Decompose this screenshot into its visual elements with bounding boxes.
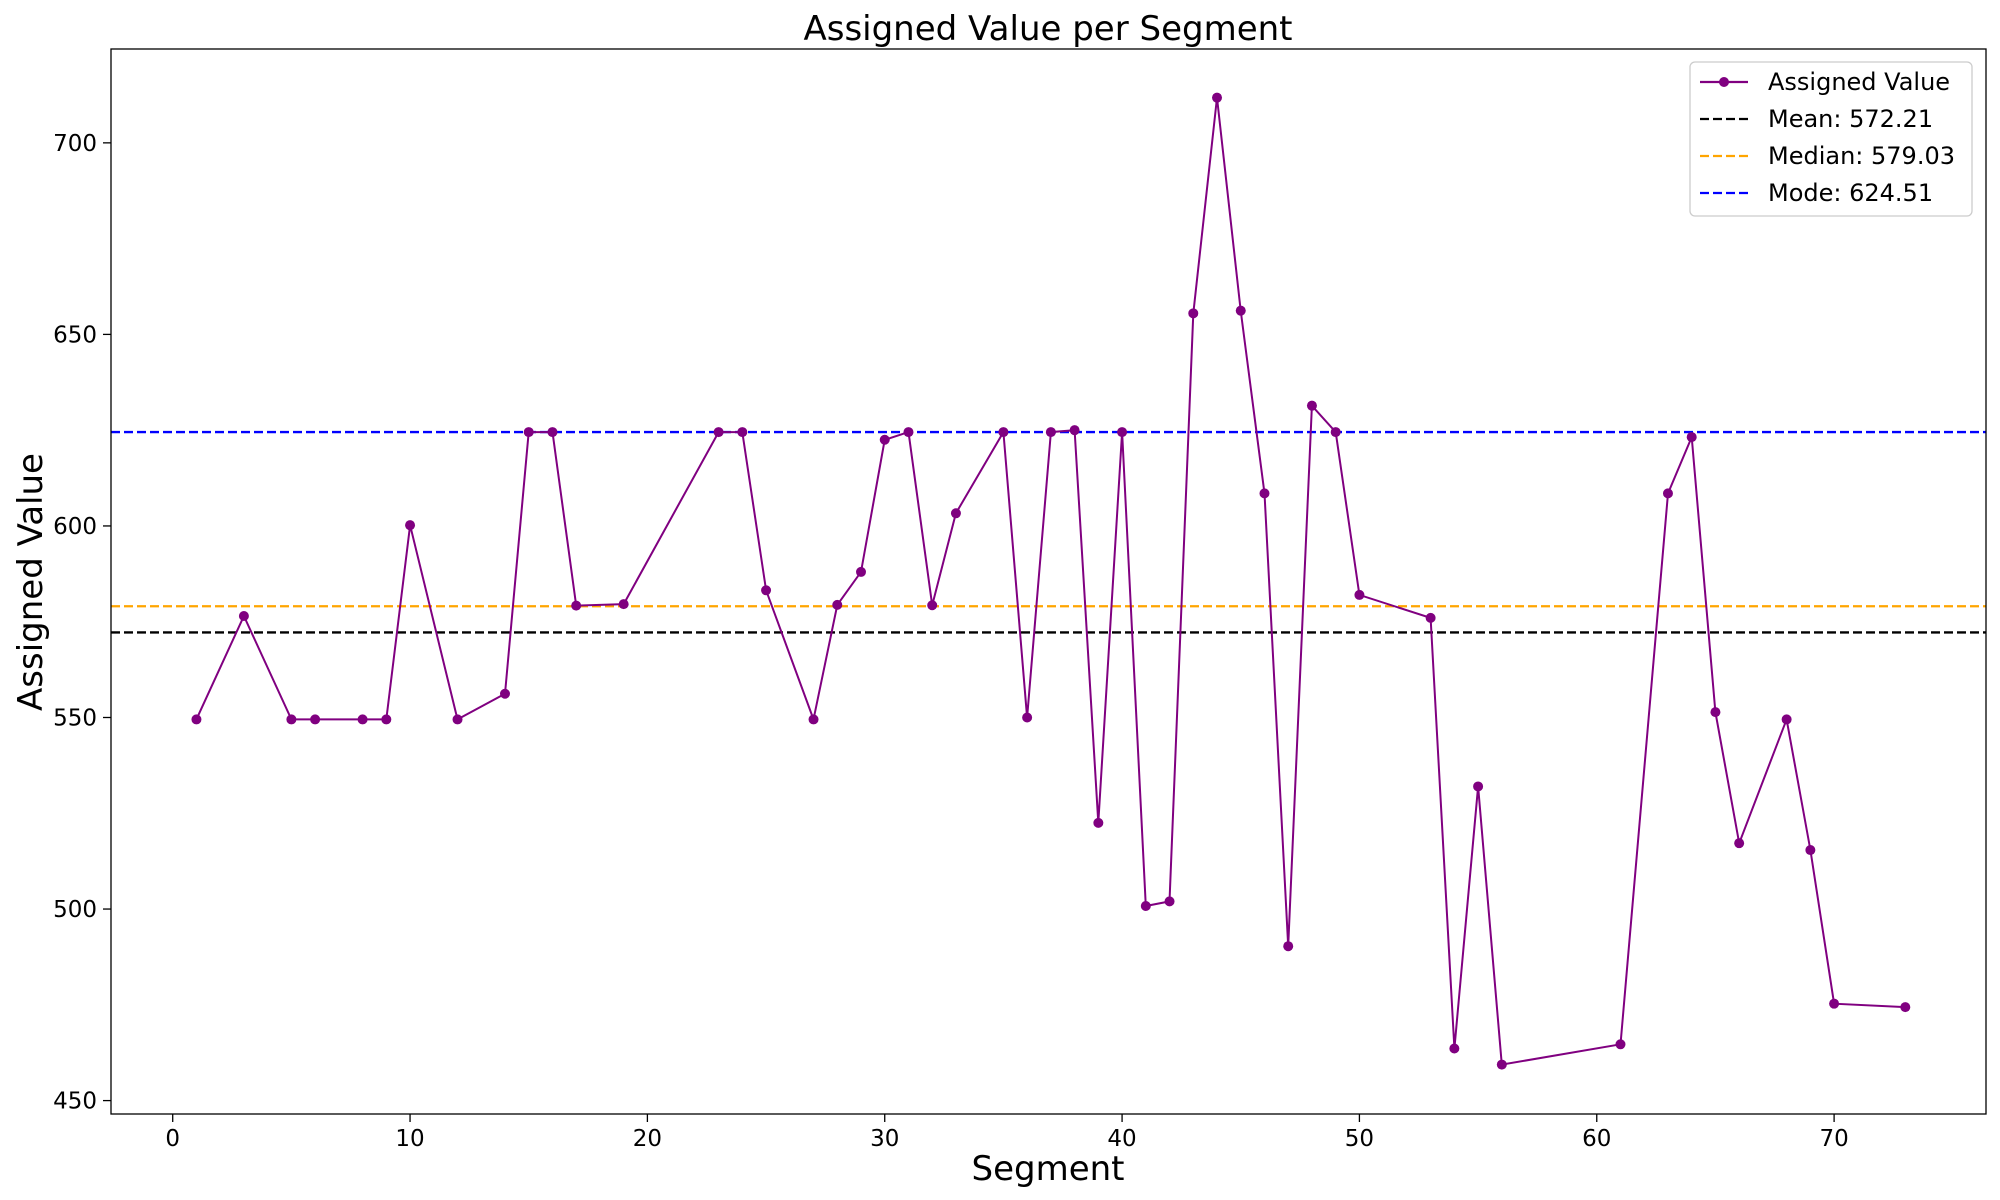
- x-tick-label: 20: [633, 1126, 662, 1152]
- data-point: [1069, 425, 1080, 436]
- data-point: [1330, 427, 1341, 438]
- data-point: [405, 520, 416, 531]
- legend-label: Median: 579.03: [1768, 142, 1955, 170]
- data-point: [1662, 488, 1673, 499]
- data-point: [286, 714, 297, 725]
- legend-marker: [1719, 77, 1729, 87]
- data-point: [1734, 838, 1745, 849]
- data-point: [381, 714, 392, 725]
- y-axis-title: Assigned Value: [11, 453, 51, 711]
- data-point: [1235, 305, 1246, 316]
- data-point: [713, 427, 724, 438]
- data-point: [547, 427, 558, 438]
- data-point: [452, 714, 463, 725]
- x-tick-label: 60: [1582, 1126, 1611, 1152]
- data-point: [1829, 998, 1840, 1009]
- plot-frame: [110, 48, 1987, 1115]
- data-point: [808, 714, 819, 725]
- data-point: [1781, 714, 1792, 725]
- data-point: [856, 566, 866, 577]
- data-point: [1045, 427, 1056, 438]
- y-tick-label: 600: [53, 514, 97, 540]
- data-point: [1212, 92, 1223, 103]
- data-point: [1425, 612, 1436, 623]
- y-tick-label: 700: [53, 131, 97, 157]
- data-point: [832, 599, 843, 610]
- data-point: [310, 714, 321, 725]
- y-tick-label: 450: [53, 1089, 97, 1115]
- x-tick-label: 10: [395, 1126, 424, 1152]
- data-point: [1164, 896, 1175, 907]
- data-point: [950, 508, 961, 519]
- x-tick-label: 0: [165, 1126, 180, 1152]
- data-point: [1615, 1039, 1626, 1050]
- data-point: [1259, 488, 1270, 499]
- data-point: [1686, 432, 1697, 443]
- data-point: [1188, 308, 1199, 319]
- legend-label: Assigned Value: [1768, 68, 1950, 96]
- y-tick-label: 550: [53, 705, 97, 731]
- legend: Assigned Value Mean: 572.21 Median: 579.03…: [1689, 61, 1973, 217]
- data-point: [879, 434, 890, 445]
- data-point: [1710, 707, 1721, 718]
- data-point: [1117, 427, 1128, 438]
- data-point: [927, 600, 938, 611]
- data-point: [1093, 817, 1104, 828]
- data-point: [1805, 845, 1816, 856]
- data-point: [1022, 712, 1033, 723]
- y-tick-label: 500: [53, 897, 97, 923]
- x-axis: 0 10 20 30 40 50 60 70: [165, 1114, 1849, 1152]
- data-point: [499, 688, 510, 699]
- chart-title: Assigned Value per Segment: [803, 9, 1292, 49]
- x-tick-label: 50: [1345, 1126, 1374, 1152]
- data-point: [1900, 1002, 1911, 1013]
- legend-label: Mean: 572.21: [1768, 105, 1933, 133]
- legend-box: [1689, 61, 1973, 217]
- data-point: [1449, 1043, 1460, 1054]
- x-tick-label: 70: [1819, 1126, 1848, 1152]
- data-point: [761, 585, 772, 596]
- x-tick-label: 40: [1107, 1126, 1136, 1152]
- data-point: [238, 610, 249, 621]
- data-point: [571, 600, 582, 611]
- y-axis: 450 500 550 600 650 700: [53, 131, 111, 1115]
- data-point: [903, 427, 914, 438]
- y-tick-label: 650: [53, 322, 97, 348]
- data-point: [523, 427, 534, 438]
- data-point: [618, 599, 629, 610]
- data-point: [1354, 589, 1365, 600]
- series-group: [191, 92, 1911, 1070]
- legend-label: Mode: 624.51: [1768, 179, 1933, 207]
- data-point: [1140, 900, 1151, 911]
- series-line: [195, 97, 1906, 1066]
- data-point: [1283, 941, 1294, 952]
- data-point: [1306, 400, 1317, 411]
- data-point: [1496, 1059, 1507, 1070]
- data-point: [357, 714, 368, 725]
- x-axis-title: Segment: [972, 1149, 1125, 1189]
- data-point: [998, 427, 1009, 438]
- data-point: [191, 714, 202, 725]
- data-point: [737, 427, 748, 438]
- x-tick-label: 30: [870, 1126, 899, 1152]
- data-point: [1473, 781, 1484, 792]
